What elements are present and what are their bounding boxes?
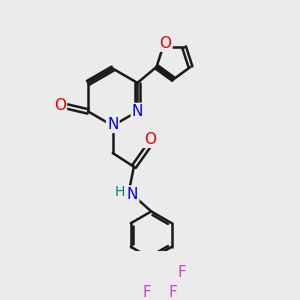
Text: F: F (142, 285, 152, 300)
Text: H: H (115, 184, 125, 199)
Text: O: O (54, 98, 66, 113)
Text: O: O (160, 36, 172, 51)
Text: O: O (144, 132, 156, 147)
Text: N: N (107, 117, 118, 132)
Text: F: F (178, 265, 186, 280)
Text: N: N (127, 187, 138, 202)
Text: F: F (169, 285, 177, 300)
Text: N: N (132, 104, 143, 119)
